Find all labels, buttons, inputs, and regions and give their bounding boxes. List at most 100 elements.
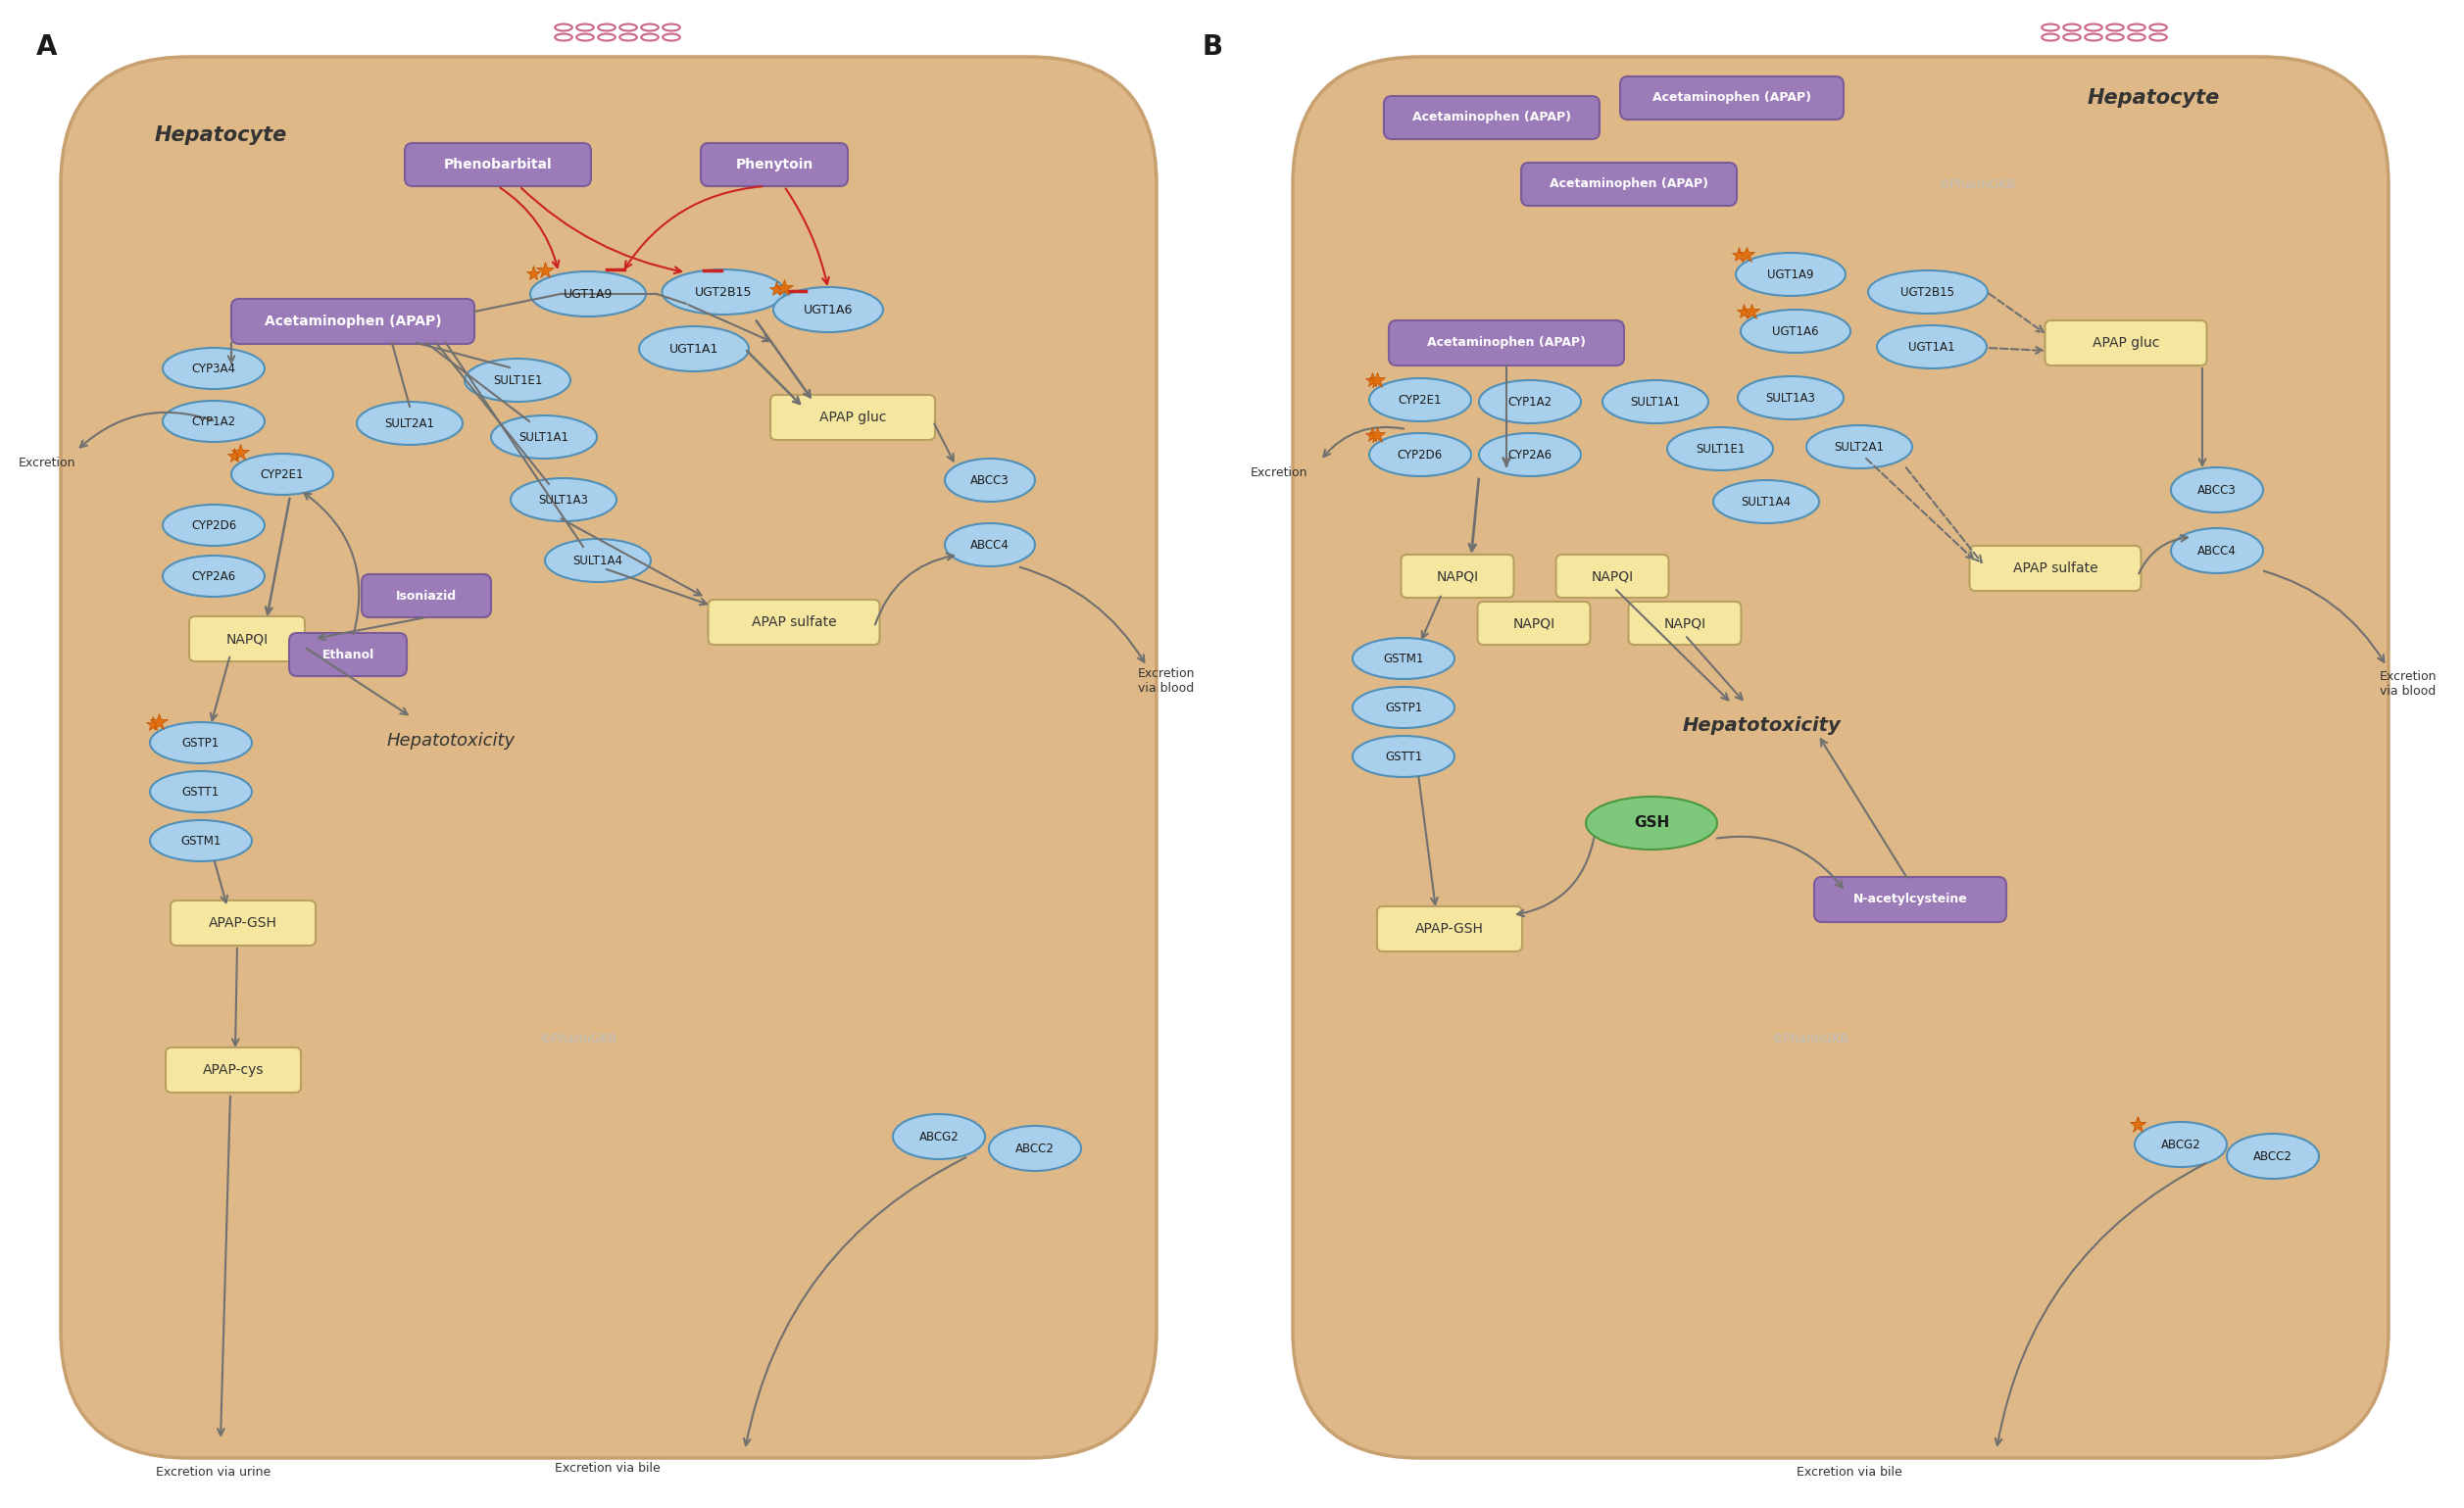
Ellipse shape <box>1878 326 1986 368</box>
Text: ABCG2: ABCG2 <box>919 1131 958 1143</box>
Text: Hepatotoxicity: Hepatotoxicity <box>1683 716 1841 734</box>
Ellipse shape <box>357 401 463 445</box>
Text: GSH: GSH <box>1634 816 1668 831</box>
Text: Phenobarbital: Phenobarbital <box>444 158 552 172</box>
Text: Excretion: Excretion <box>17 455 76 469</box>
Text: UGT2B15: UGT2B15 <box>695 285 752 299</box>
Ellipse shape <box>1735 253 1846 296</box>
Ellipse shape <box>1737 377 1843 419</box>
Ellipse shape <box>1370 433 1471 477</box>
Text: NAPQI: NAPQI <box>1513 617 1555 630</box>
Text: SULT1A4: SULT1A4 <box>572 553 623 567</box>
Text: CYP2A6: CYP2A6 <box>192 570 237 582</box>
Text: Acetaminophen (APAP): Acetaminophen (APAP) <box>1412 112 1572 124</box>
FancyBboxPatch shape <box>288 633 407 676</box>
Text: GSTP1: GSTP1 <box>182 736 219 749</box>
Ellipse shape <box>232 454 333 495</box>
FancyBboxPatch shape <box>1621 77 1843 119</box>
Text: ABCC4: ABCC4 <box>971 538 1010 550</box>
Text: SULT1A1: SULT1A1 <box>1631 395 1680 409</box>
FancyBboxPatch shape <box>1520 163 1737 205</box>
Ellipse shape <box>1353 686 1454 728</box>
FancyBboxPatch shape <box>1385 97 1599 139</box>
Ellipse shape <box>638 326 749 371</box>
Text: Excretion via bile: Excretion via bile <box>554 1461 660 1475</box>
Text: Hepatocyte: Hepatocyte <box>2087 87 2220 107</box>
FancyBboxPatch shape <box>1629 602 1742 645</box>
Ellipse shape <box>163 505 264 546</box>
Ellipse shape <box>1602 380 1708 424</box>
FancyBboxPatch shape <box>362 575 490 617</box>
FancyBboxPatch shape <box>707 600 880 645</box>
Text: APAP-GSH: APAP-GSH <box>1414 921 1483 936</box>
FancyBboxPatch shape <box>1814 878 2006 921</box>
Text: CYP2E1: CYP2E1 <box>261 467 303 481</box>
Ellipse shape <box>545 538 650 582</box>
FancyBboxPatch shape <box>1377 906 1523 952</box>
FancyBboxPatch shape <box>1969 546 2141 591</box>
Text: GSTT1: GSTT1 <box>1385 749 1422 763</box>
Text: NAPQI: NAPQI <box>1663 617 1705 630</box>
Text: ABCG2: ABCG2 <box>2161 1139 2200 1151</box>
Text: APAP gluc: APAP gluc <box>2092 336 2158 350</box>
Ellipse shape <box>1806 425 1912 469</box>
FancyBboxPatch shape <box>404 143 591 185</box>
Ellipse shape <box>2171 467 2262 513</box>
Text: SULT2A1: SULT2A1 <box>1833 440 1885 454</box>
Text: ©PharmGKB: ©PharmGKB <box>1772 1033 1848 1045</box>
Text: UGT1A6: UGT1A6 <box>803 303 853 317</box>
FancyBboxPatch shape <box>170 900 315 946</box>
Text: APAP sulfate: APAP sulfate <box>752 615 835 629</box>
Text: UGT1A9: UGT1A9 <box>1767 268 1814 280</box>
FancyBboxPatch shape <box>190 617 306 662</box>
Text: ABCC2: ABCC2 <box>1015 1142 1055 1155</box>
Text: SULT1A3: SULT1A3 <box>540 493 589 507</box>
Text: SULT2A1: SULT2A1 <box>384 416 434 430</box>
Ellipse shape <box>163 555 264 597</box>
Text: Hepatocyte: Hepatocyte <box>155 125 286 145</box>
Ellipse shape <box>1353 638 1454 679</box>
Text: SULT1A1: SULT1A1 <box>520 431 569 443</box>
Text: Ethanol: Ethanol <box>323 648 375 661</box>
Ellipse shape <box>1370 379 1471 421</box>
FancyBboxPatch shape <box>1390 320 1624 365</box>
Text: Excretion via bile: Excretion via bile <box>1796 1466 1902 1478</box>
Text: ©PharmGKB: ©PharmGKB <box>540 1033 616 1045</box>
Ellipse shape <box>1712 480 1818 523</box>
Text: CYP1A2: CYP1A2 <box>192 415 237 428</box>
Ellipse shape <box>490 416 596 458</box>
Ellipse shape <box>1478 433 1582 477</box>
FancyBboxPatch shape <box>62 57 1156 1458</box>
Ellipse shape <box>150 820 251 861</box>
Text: SULT1E1: SULT1E1 <box>1695 442 1745 455</box>
Ellipse shape <box>1868 270 1988 314</box>
Text: Acetaminophen (APAP): Acetaminophen (APAP) <box>264 315 441 329</box>
Text: Excretion: Excretion <box>1249 466 1308 478</box>
Text: SULT1A4: SULT1A4 <box>1742 495 1791 508</box>
Text: NAPQI: NAPQI <box>1437 570 1478 584</box>
Text: ABCC4: ABCC4 <box>2198 544 2237 556</box>
Text: APAP sulfate: APAP sulfate <box>2013 561 2097 575</box>
Text: Acetaminophen (APAP): Acetaminophen (APAP) <box>1653 92 1811 104</box>
Text: SULT1A3: SULT1A3 <box>1767 392 1816 404</box>
Text: ABCC2: ABCC2 <box>2255 1151 2292 1163</box>
Text: Hepatotoxicity: Hepatotoxicity <box>387 731 515 749</box>
Ellipse shape <box>988 1126 1082 1170</box>
Text: UGT1A6: UGT1A6 <box>1772 324 1818 338</box>
Ellipse shape <box>163 401 264 442</box>
FancyBboxPatch shape <box>232 299 476 344</box>
Text: ABCC3: ABCC3 <box>971 474 1010 487</box>
Text: ABCC3: ABCC3 <box>2198 484 2237 496</box>
Ellipse shape <box>774 287 882 332</box>
Text: A: A <box>37 33 57 60</box>
Ellipse shape <box>1478 380 1582 424</box>
Text: B: B <box>1202 33 1222 60</box>
Ellipse shape <box>944 523 1035 567</box>
Text: Phenytoin: Phenytoin <box>734 158 813 172</box>
Text: GSTT1: GSTT1 <box>182 786 219 798</box>
FancyBboxPatch shape <box>1402 555 1513 597</box>
FancyBboxPatch shape <box>1555 555 1668 597</box>
Text: NAPQI: NAPQI <box>1592 570 1634 584</box>
Text: CYP2A6: CYP2A6 <box>1508 448 1552 461</box>
Ellipse shape <box>944 458 1035 502</box>
